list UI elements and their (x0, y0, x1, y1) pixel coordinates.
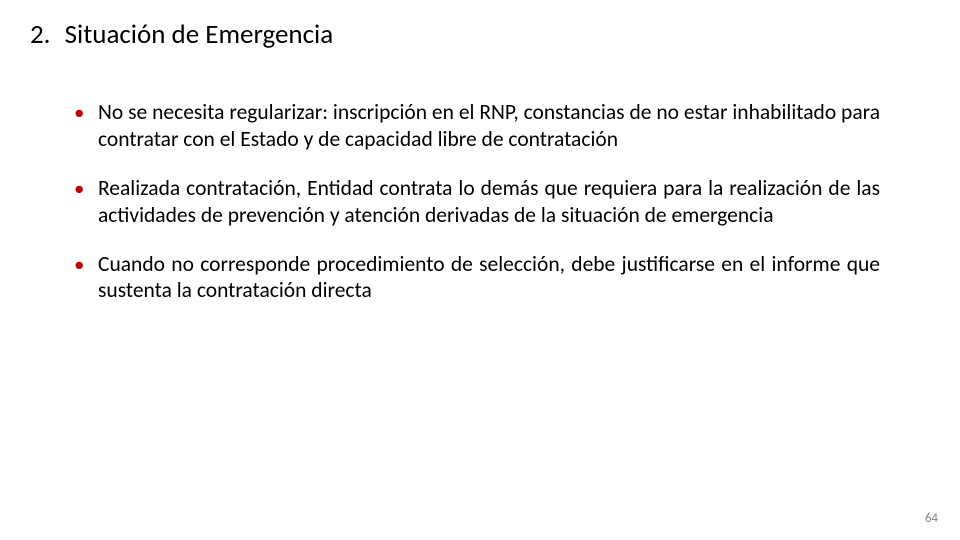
heading-number: 2. (30, 18, 51, 51)
bullet-item: No se necesita regularizar: inscripción … (98, 99, 880, 153)
page-number: 64 (925, 511, 938, 526)
slide-container: 2. Situación de Emergencia No se necesit… (0, 0, 960, 540)
heading-text: Situación de Emergencia (65, 18, 334, 51)
bullet-list: No se necesita regularizar: inscripción … (30, 99, 930, 304)
bullet-item: Cuando no corresponde procedimiento de s… (98, 251, 880, 305)
bullet-item: Realizada contratación, Entidad contrata… (98, 175, 880, 229)
slide-heading: 2. Situación de Emergencia (30, 18, 930, 51)
